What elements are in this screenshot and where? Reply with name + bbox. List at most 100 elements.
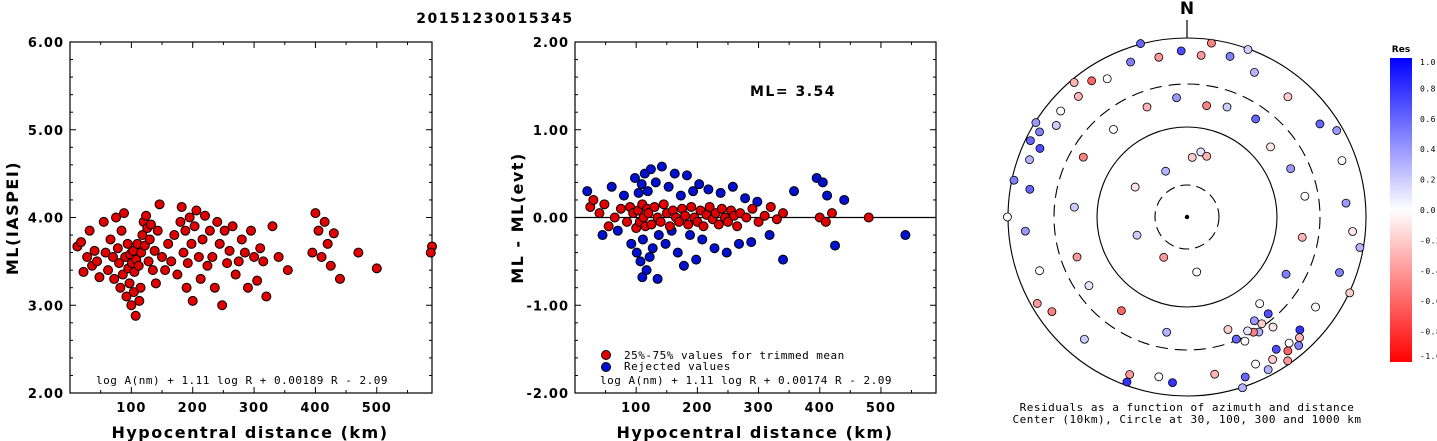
data-point (105, 234, 116, 245)
residual-point (1355, 243, 1365, 252)
residual-point (1223, 325, 1233, 334)
rejected-point (582, 186, 593, 197)
x-tick-label: 200 (178, 401, 208, 416)
residual-point (1069, 202, 1079, 212)
residual-point (1125, 370, 1135, 379)
data-point (249, 251, 260, 262)
residual-point (1126, 57, 1135, 67)
data-point (84, 225, 95, 236)
accepted-point (863, 212, 874, 223)
accepted-point (588, 194, 599, 205)
residual-point (1238, 383, 1247, 393)
residual-point (1087, 76, 1097, 86)
data-point (116, 225, 127, 236)
residual-point (1263, 365, 1273, 375)
data-point (91, 256, 102, 267)
residual-point (1026, 136, 1035, 146)
accepted-point (753, 216, 764, 227)
data-point (152, 225, 163, 236)
residual-point (1295, 333, 1304, 343)
accepted-point (826, 208, 837, 219)
residual-point (1266, 142, 1275, 152)
polar-panel: N Residuals as a function of azimuth and… (1003, 0, 1367, 426)
residual-point (1102, 74, 1112, 84)
residual-point (1341, 198, 1351, 208)
polar-caption-1: Residuals as a function of azimuth and d… (1020, 401, 1355, 414)
colorbar-tick-label: -1.0 (1420, 352, 1437, 361)
x-tick-label: 500 (866, 401, 896, 416)
data-point (242, 282, 253, 293)
data-point (214, 238, 225, 249)
residual-point (1271, 344, 1281, 354)
data-point (261, 291, 272, 302)
data-point (191, 205, 202, 216)
residual-point (1187, 152, 1197, 162)
residual-point (1250, 67, 1259, 77)
distance-ring (1096, 126, 1278, 308)
residual-point (1249, 316, 1259, 326)
rejected-point (752, 196, 763, 207)
rejected-point (789, 186, 800, 197)
accepted-point (658, 199, 669, 210)
rejected-point (688, 186, 699, 197)
x-tick-label: 100 (116, 401, 146, 416)
colorbar-tick-label: 0.2 (1420, 176, 1436, 185)
accepted-point (778, 208, 789, 219)
residual-point (1255, 299, 1265, 309)
data-point (98, 216, 109, 227)
rejected-point (733, 238, 744, 249)
rejected-point (663, 181, 674, 192)
rejected-point (764, 230, 775, 241)
residual-point (1122, 377, 1132, 387)
data-point (267, 221, 278, 232)
rejected-point (645, 164, 656, 175)
data-point (149, 245, 160, 256)
rejected-point (669, 168, 680, 179)
residual-point (1263, 309, 1273, 319)
accepted-point (615, 203, 626, 214)
residual-point (1335, 268, 1344, 277)
residual-point (1025, 155, 1034, 165)
data-point (246, 225, 256, 236)
residual-point (1207, 38, 1216, 48)
residual-point (1202, 101, 1212, 111)
rejected-point (694, 179, 705, 190)
colorbar-tick-label: 1.0 (1420, 58, 1436, 67)
data-point (325, 260, 336, 271)
colorbar-tick-label: 0.0 (1420, 206, 1436, 215)
residual-point (1196, 147, 1206, 157)
rejected-point (675, 190, 686, 201)
residual-point (1084, 281, 1094, 291)
y-tick-label: 0.00 (533, 212, 569, 227)
data-point (141, 210, 152, 221)
rejected-point (817, 177, 828, 188)
legend-rejected-marker (601, 362, 611, 372)
y-tick-label: 3.00 (28, 299, 64, 314)
x-tick-label: 500 (362, 401, 392, 416)
accepted-point (747, 203, 758, 214)
data-point (135, 282, 146, 293)
rejected-point (691, 254, 702, 265)
y-tick-label: -2.00 (527, 387, 569, 402)
data-point (186, 238, 197, 249)
residual-point (1295, 325, 1305, 335)
rejected-point (626, 238, 637, 249)
rejected-point (635, 256, 646, 267)
data-point (334, 273, 345, 284)
data-point (118, 208, 129, 219)
center-dot (1184, 214, 1190, 220)
accepted-point (704, 201, 715, 212)
accepted-point (713, 219, 724, 230)
residual-point (1257, 319, 1267, 329)
colorbar-tick-label: 0.8 (1420, 84, 1436, 93)
y-tick-label: 1.00 (533, 124, 569, 139)
x-tick-label: 200 (682, 401, 712, 416)
colorbar-tick-label: 0.6 (1420, 115, 1436, 124)
residual-point (1032, 299, 1042, 308)
rejected-point (685, 230, 696, 241)
rejected-point (703, 184, 714, 195)
data-point (313, 225, 324, 236)
rejected-point (642, 186, 653, 197)
colorbar-tick-label: 0.4 (1420, 145, 1436, 154)
residual-point (1035, 144, 1045, 153)
